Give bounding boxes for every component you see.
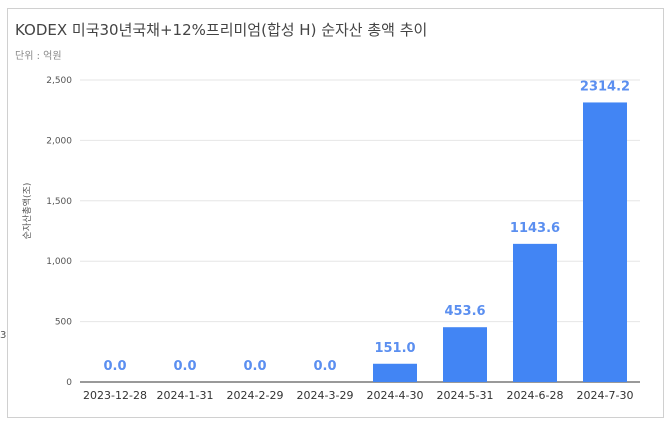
x-tick-label: 2023-12-28 xyxy=(83,389,147,402)
x-tick-label: 2024-2-29 xyxy=(227,389,284,402)
data-label: 1143.6 xyxy=(510,221,560,236)
chart-title: KODEX 미국30년국채+12%프리미엄(합성 H) 순자산 총액 추이 xyxy=(15,21,428,39)
data-label: 151.0 xyxy=(374,341,415,356)
y-axis-ticks: 0 500 1,000 1,500 2,000 2,500 xyxy=(46,76,72,388)
data-labels: 0.0 0.0 0.0 0.0 151.0 453.6 1143.6 2314.2 xyxy=(103,79,630,374)
data-label: 453.6 xyxy=(444,304,485,319)
data-label: 0.0 xyxy=(243,359,266,374)
data-label: 0.0 xyxy=(173,359,196,374)
chart-subtitle: 단위 : 억원 xyxy=(15,51,62,62)
bar xyxy=(443,327,487,382)
bar xyxy=(513,243,557,382)
data-label: 0.0 xyxy=(103,359,126,374)
bars xyxy=(373,102,627,382)
x-tick-label: 2024-3-29 xyxy=(297,389,354,402)
y-tick-label: 2,000 xyxy=(46,136,72,146)
y-tick-label: 0 xyxy=(66,378,72,388)
x-tick-label: 2024-6-28 xyxy=(507,389,564,402)
y-axis-label: 순자산총액(조) xyxy=(21,183,33,240)
x-tick-label: 2024-1-31 xyxy=(157,389,214,402)
y-tick-label: 2,500 xyxy=(46,76,72,86)
x-tick-label: 2024-5-31 xyxy=(437,389,494,402)
x-tick-label: 2024-4-30 xyxy=(367,389,424,402)
data-label: 0.0 xyxy=(313,359,336,374)
x-axis-ticks: 2023-12-28 2024-1-31 2024-2-29 2024-3-29 202… xyxy=(83,389,633,402)
x-tick-label: 2024-7-30 xyxy=(577,389,634,402)
edge-text: 3 xyxy=(0,330,7,341)
bar xyxy=(373,363,417,382)
bar xyxy=(583,102,627,382)
data-label: 2314.2 xyxy=(580,79,630,94)
y-tick-label: 500 xyxy=(55,318,72,328)
y-tick-label: 1,500 xyxy=(46,197,72,207)
y-tick-label: 1,000 xyxy=(46,257,72,267)
